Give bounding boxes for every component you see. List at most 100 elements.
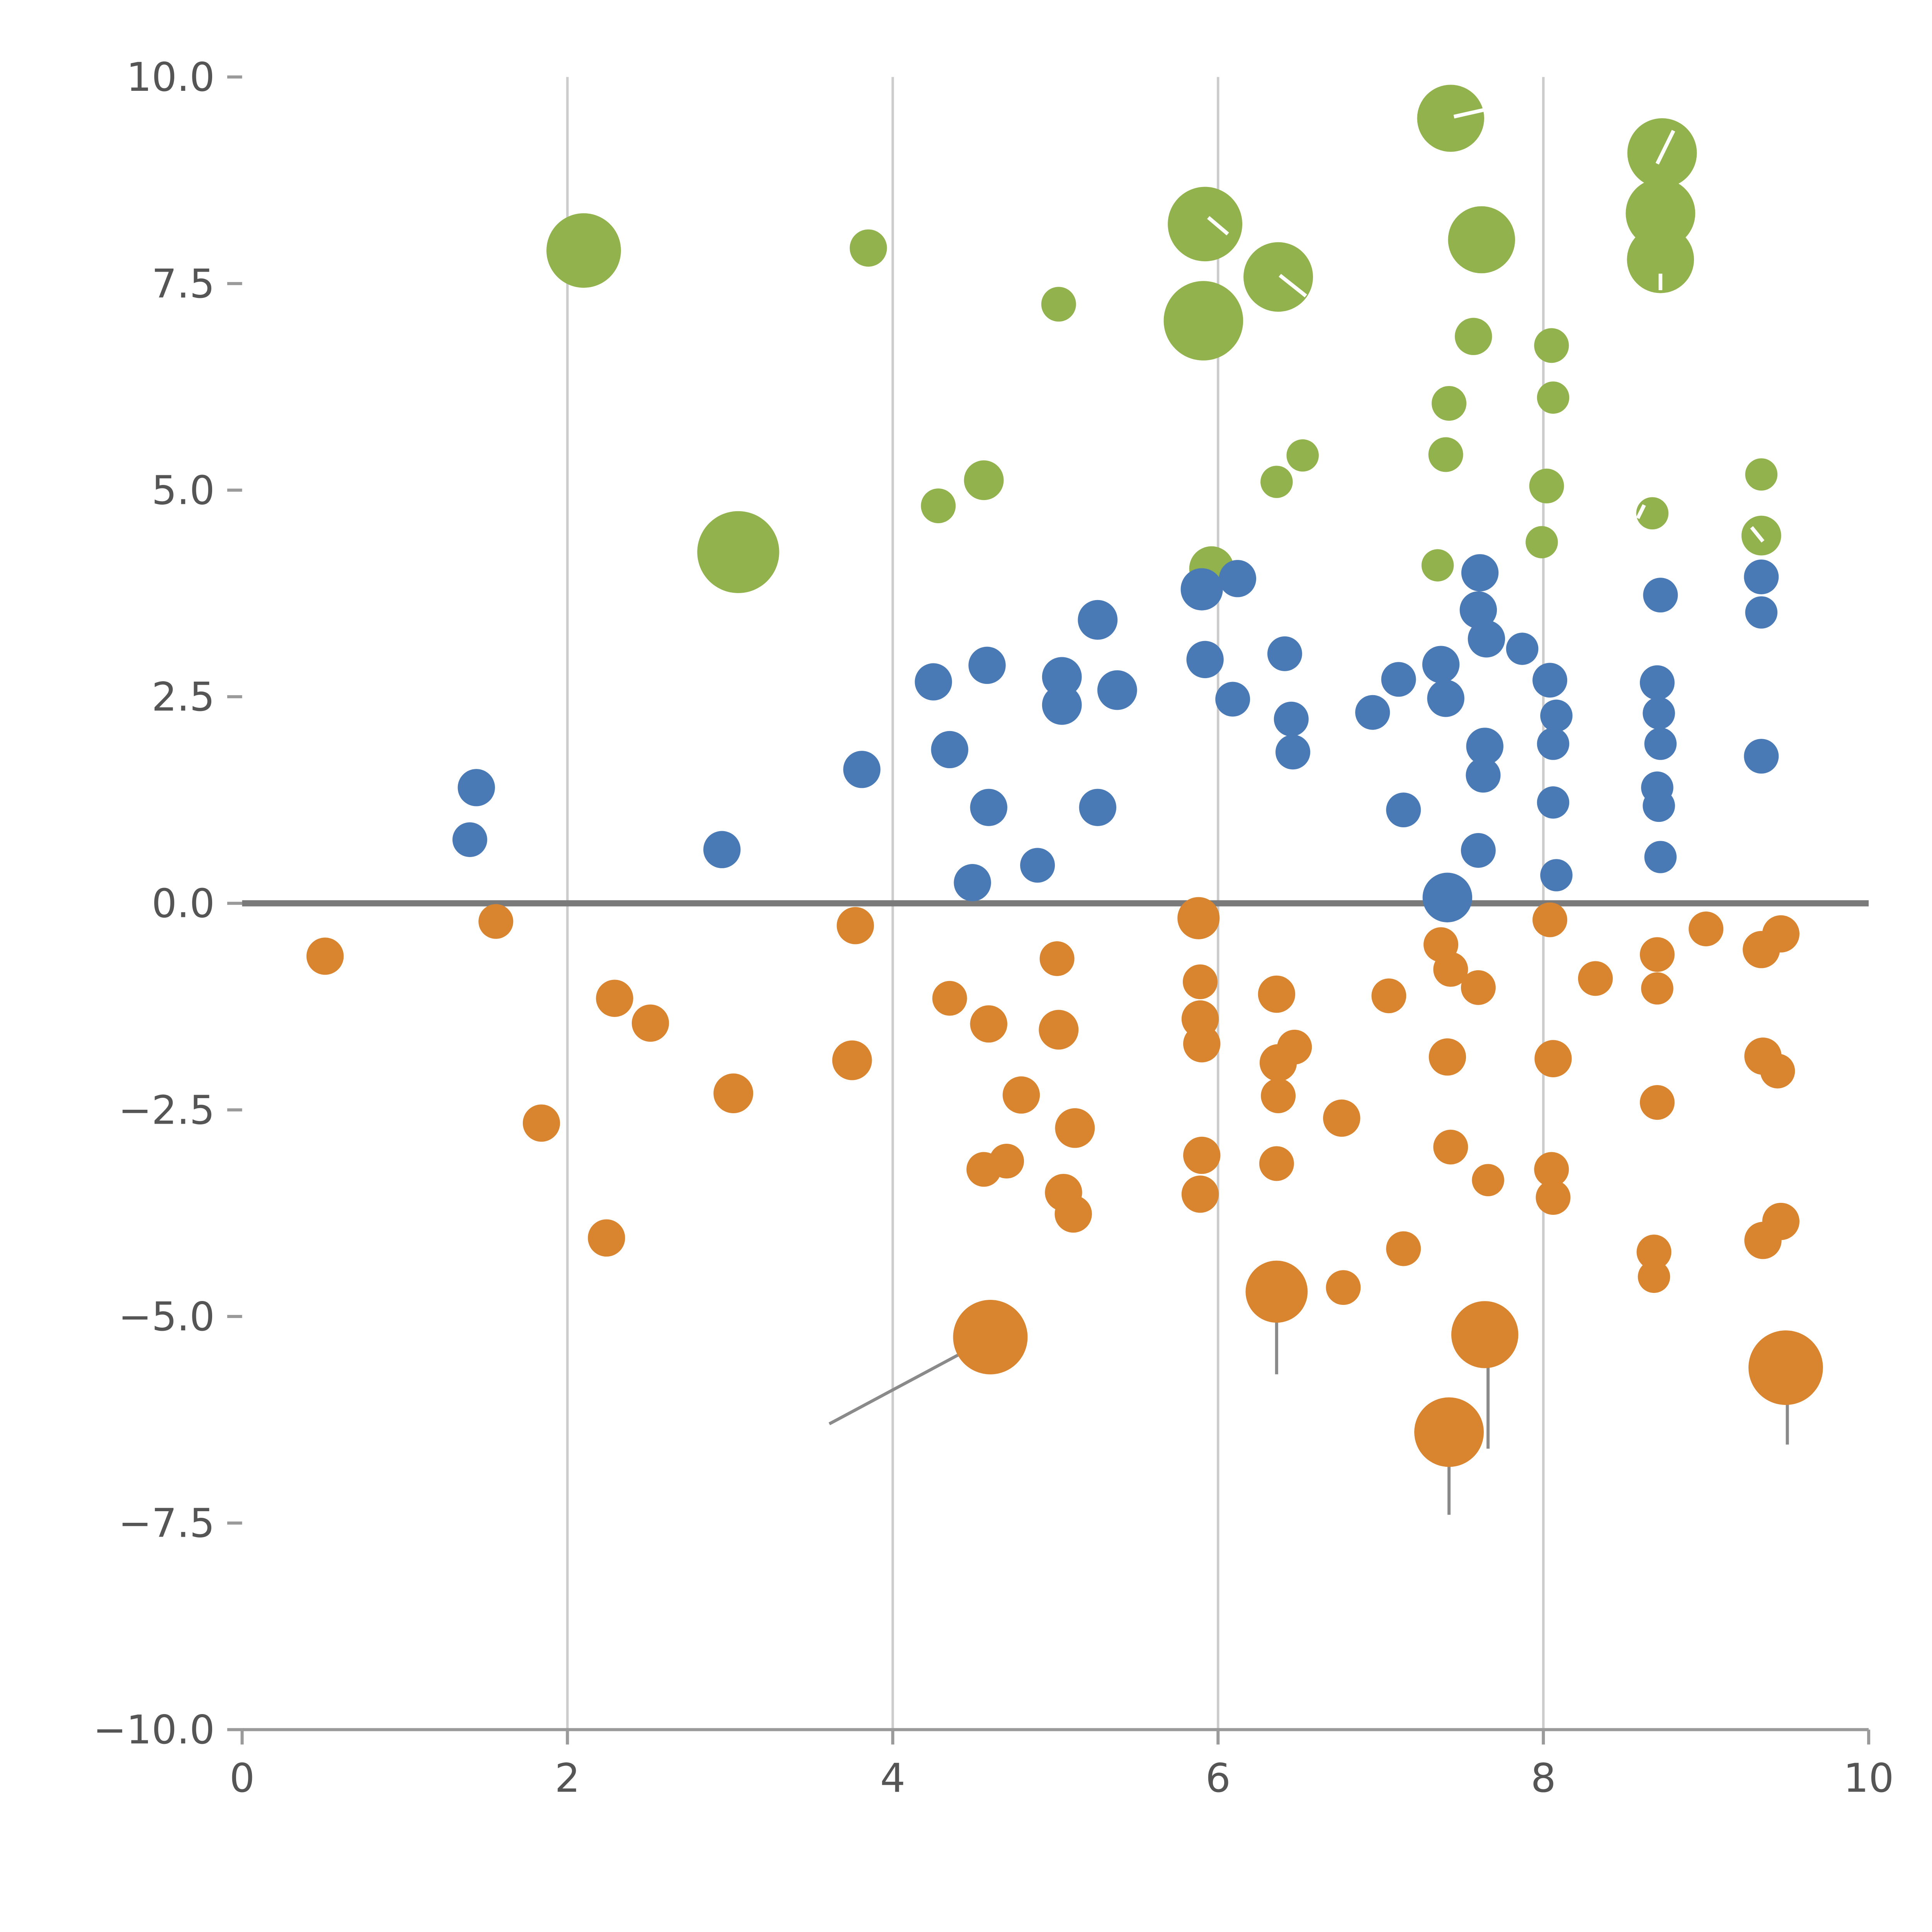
x-tick-label: 4	[880, 1755, 905, 1801]
data-point	[1461, 833, 1496, 868]
data-point	[1181, 1175, 1219, 1213]
data-point	[1386, 793, 1421, 828]
data-point	[1427, 680, 1464, 717]
data-point	[1355, 695, 1390, 730]
data-point	[1259, 1146, 1294, 1181]
data-point	[1277, 1029, 1312, 1065]
y-tick-label: −10.0	[93, 1707, 215, 1753]
data-point	[306, 937, 344, 975]
y-tick-label: −2.5	[118, 1087, 215, 1133]
data-point	[1455, 318, 1492, 355]
data-point	[1451, 1301, 1519, 1368]
data-point	[954, 864, 991, 901]
data-point	[1639, 937, 1675, 972]
data-point	[1534, 328, 1569, 363]
data-point	[588, 1219, 625, 1257]
y-tick-label: −5.0	[118, 1294, 215, 1340]
data-point	[1183, 1025, 1221, 1063]
data-point	[1466, 758, 1501, 793]
data-point	[1381, 662, 1416, 697]
data-point	[1459, 591, 1497, 629]
data-point	[1020, 848, 1055, 883]
data-point	[1286, 439, 1319, 472]
data-point	[1042, 685, 1082, 725]
data-point	[1041, 287, 1076, 322]
data-point	[1168, 187, 1243, 262]
data-point	[1275, 735, 1310, 770]
data-point	[1267, 636, 1302, 671]
data-point	[1219, 560, 1257, 597]
data-point	[1078, 600, 1118, 640]
data-point	[1689, 912, 1724, 947]
data-point	[697, 511, 779, 593]
data-point	[596, 980, 633, 1017]
data-point	[1537, 728, 1570, 760]
data-point	[1472, 1164, 1504, 1196]
data-point	[1097, 670, 1137, 710]
data-point	[970, 789, 1007, 826]
data-point	[1433, 1129, 1468, 1165]
data-point	[1643, 578, 1678, 613]
data-point	[546, 213, 621, 288]
data-point	[1433, 952, 1468, 987]
data-point	[1644, 841, 1677, 873]
data-point	[1762, 915, 1800, 953]
white-marks	[1207, 108, 1765, 543]
data-point	[1260, 466, 1293, 498]
data-point	[850, 229, 887, 267]
data-point	[1744, 560, 1779, 595]
data-point	[1417, 85, 1485, 152]
data-point	[1529, 468, 1564, 503]
data-point	[1506, 633, 1539, 665]
data-point	[1448, 206, 1515, 274]
data-point	[1638, 1260, 1670, 1293]
data-point	[1258, 975, 1296, 1013]
y-tick-label: 7.5	[151, 261, 215, 307]
data-point	[1748, 1330, 1823, 1405]
data-point	[1626, 179, 1696, 248]
data-point	[1627, 226, 1694, 293]
data-point	[1039, 1010, 1079, 1050]
data-point	[1386, 1231, 1421, 1266]
data-point	[915, 663, 952, 701]
data-point	[1042, 657, 1082, 697]
data-point	[1414, 1397, 1484, 1467]
data-point	[1537, 381, 1570, 414]
data-point	[1177, 897, 1220, 939]
y-tick-label: −7.5	[118, 1501, 215, 1547]
data-point	[1762, 1202, 1800, 1240]
data-point	[1532, 902, 1568, 937]
y-tick-label: 2.5	[151, 674, 215, 720]
x-tick-label: 0	[230, 1755, 255, 1801]
data-point	[1461, 970, 1496, 1005]
data-point	[1245, 1260, 1308, 1323]
data-point	[1536, 1180, 1571, 1215]
data-point	[1371, 978, 1406, 1014]
data-point	[1639, 1085, 1675, 1120]
series-green-bubbles	[546, 85, 1781, 593]
data-point	[1079, 789, 1117, 826]
data-point	[970, 1005, 1007, 1043]
data-point	[1323, 1099, 1361, 1137]
data-point	[703, 831, 741, 868]
data-point	[932, 981, 967, 1016]
data-point	[1421, 549, 1454, 582]
x-axis: 0 2 4 6 8 10	[230, 1728, 1894, 1801]
data-point	[931, 731, 968, 769]
white-mark-line	[1636, 504, 1646, 519]
data-point	[1744, 739, 1779, 774]
data-point	[1641, 972, 1673, 1005]
data-point	[1760, 1053, 1795, 1088]
data-point	[964, 460, 1004, 500]
x-tick-label: 10	[1844, 1755, 1894, 1801]
data-point	[1540, 859, 1573, 891]
data-point	[1183, 964, 1218, 999]
data-point	[1055, 1108, 1095, 1148]
data-point	[1745, 596, 1778, 629]
data-point	[1644, 728, 1677, 760]
data-point	[1039, 941, 1075, 976]
data-point	[1532, 663, 1568, 698]
data-point	[1429, 1038, 1466, 1076]
